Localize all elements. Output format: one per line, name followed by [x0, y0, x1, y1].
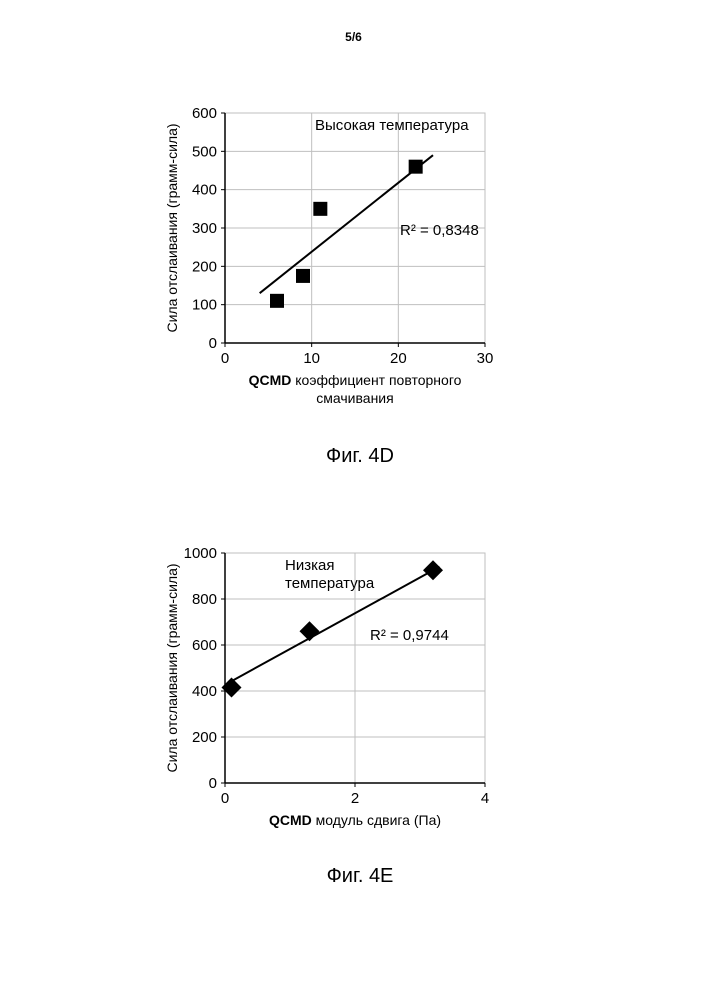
svg-text:R² = 0,8348: R² = 0,8348	[400, 222, 479, 239]
svg-text:200: 200	[192, 729, 217, 746]
svg-text:20: 20	[390, 350, 407, 367]
svg-text:10: 10	[303, 350, 320, 367]
svg-text:R² = 0,9744: R² = 0,9744	[370, 627, 449, 644]
svg-text:0: 0	[209, 335, 217, 352]
svg-text:100: 100	[192, 297, 217, 314]
caption-4e: Фиг. 4E	[150, 865, 570, 888]
svg-text:Высокая температура: Высокая температура	[315, 117, 469, 134]
svg-text:500: 500	[192, 143, 217, 160]
svg-text:QCMD коэффициент повторного: QCMD коэффициент повторного	[249, 372, 462, 388]
svg-text:Сила отслаивания (грамм-сила): Сила отслаивания (грамм-сила)	[164, 123, 180, 332]
svg-text:400: 400	[192, 683, 217, 700]
chart-4e: 0 200 400 600 800 1000 0 2 4 Низкаятемпература R² …	[150, 535, 570, 855]
svg-text:QCMD модуль сдвига (Па): QCMD модуль сдвига (Па)	[269, 812, 441, 828]
svg-text:400: 400	[192, 182, 217, 199]
chart-4d: 0 100 200 300 400 500 600 0 10 20 30 Высокая темпер…	[150, 95, 570, 435]
page-number: 5/6	[345, 30, 362, 44]
svg-text:2: 2	[351, 790, 359, 807]
svg-text:0: 0	[221, 790, 229, 807]
svg-text:30: 30	[477, 350, 494, 367]
caption-4d: Фиг. 4D	[150, 445, 570, 468]
svg-text:Сила отслаивания (грамм-сила): Сила отслаивания (грамм-сила)	[164, 563, 180, 772]
svg-text:4: 4	[481, 790, 489, 807]
svg-text:0: 0	[209, 775, 217, 792]
svg-text:800: 800	[192, 591, 217, 608]
svg-text:1000: 1000	[184, 545, 217, 562]
chart-4e-wrapper: 0 200 400 600 800 1000 0 2 4 Низкаятемпература R² …	[150, 535, 570, 888]
svg-text:600: 600	[192, 637, 217, 654]
svg-text:смачивания: смачивания	[316, 390, 393, 406]
svg-text:200: 200	[192, 258, 217, 275]
chart-4d-wrapper: 0 100 200 300 400 500 600 0 10 20 30 Высокая темпер…	[150, 95, 570, 468]
svg-text:600: 600	[192, 105, 217, 122]
svg-text:0: 0	[221, 350, 229, 367]
svg-text:Низкая: Низкая	[285, 557, 334, 574]
svg-text:температура: температура	[285, 575, 375, 592]
svg-text:300: 300	[192, 220, 217, 237]
